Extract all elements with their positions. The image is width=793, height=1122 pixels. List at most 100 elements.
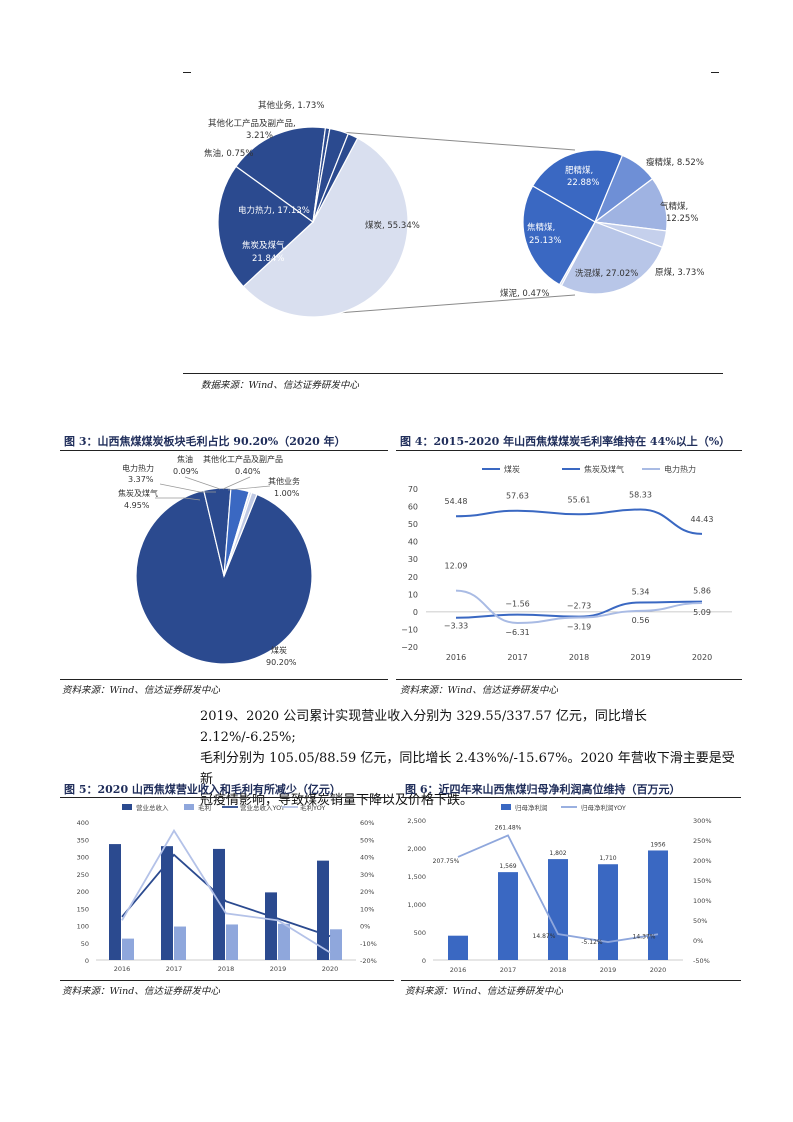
fig3-label-chem-1: 其他化工产品及副产品 (203, 454, 283, 464)
fig5-bar-0 (109, 844, 121, 960)
fig3-label-coal-2: 90.20% (266, 658, 297, 667)
fig3-source-rule (60, 679, 388, 680)
fig4-ytick: 60 (408, 503, 418, 512)
fig6-chart: 归母净利润 归母净利润YOY 2,500 2,000 1,500 1,000 500 0 30… (407, 803, 712, 974)
fig2-sub-label-coking-1: 焦精煤, (527, 222, 555, 233)
fig4-ytick: 50 (408, 520, 418, 529)
fig3-title-rule (60, 450, 388, 451)
fig6-xtick: 2020 (650, 966, 667, 974)
fig3-leader-coke (155, 497, 201, 501)
fig5-bar-1 (278, 923, 290, 960)
fig5-legend-swatch-1 (184, 804, 194, 810)
fig2-label-coke-2: 21.84% (252, 254, 284, 264)
fig6-xtick: 2017 (500, 966, 517, 974)
fig3-label-coke-1: 焦炭及煤气 (118, 488, 158, 498)
fig6-source: 资料来源：Wind、信达证券研发中心 (405, 986, 563, 997)
fig5-legend-label-0: 营业总收入 (136, 803, 169, 812)
fig2-sub-label-gas-1: 气精煤, (660, 201, 688, 212)
fig6-y2tick: 50% (693, 917, 707, 925)
fig4-ytick: 70 (408, 485, 418, 494)
fig5-source: 资料来源：Wind、信达证券研发中心 (62, 986, 220, 997)
fig4-ytick: 10 (408, 590, 418, 599)
fig2-source-rule (183, 373, 723, 374)
fig4-line-2 (455, 589, 703, 624)
fig3-label-coke-2: 4.95% (124, 501, 150, 510)
fig6-line (457, 834, 659, 943)
fig5-bar-1 (330, 929, 342, 960)
fig5-ytick: 300 (77, 854, 89, 862)
fig2-sub-slice-0 (531, 149, 624, 223)
fig3-label-tar-2: 0.09% (173, 467, 199, 476)
fig5-title: 图 5：2020 山西焦煤营业收入和毛利有所减少（亿元） (64, 783, 341, 796)
fig3-label-coal-1: 煤炭 (271, 645, 287, 655)
fig4-point-label: −3.33 (444, 622, 469, 631)
fig2-main-slice-2 (235, 126, 327, 224)
fig6-line-label: 207.75% (433, 858, 460, 865)
fig6-bar-label: 1,569 (499, 863, 516, 870)
fig4-ytick: −20 (401, 643, 418, 652)
fig2-sub-label-lean: 瘦精煤, 8.52% (646, 157, 704, 168)
fig4-source-rule (396, 679, 742, 680)
fig5-bar-0 (265, 892, 277, 960)
fig6-ytick: 1,500 (407, 873, 426, 881)
fig2-sub-label-fat-2: 22.88% (567, 178, 599, 188)
fig2-main-slice-1 (217, 165, 314, 288)
fig5-legend-label-2: 营业总收入YOY (240, 803, 285, 812)
fig5-ytick: 400 (77, 819, 89, 827)
fig5-legend-swatch-0 (122, 804, 132, 810)
fig3-slice-5 (223, 491, 258, 577)
fig6-line-label: 14.87% (533, 933, 556, 940)
fig5-y2tick: 60% (360, 819, 374, 827)
fig6-xtick: 2018 (550, 966, 567, 974)
fig6-y2tick: 0% (693, 937, 703, 945)
fig5-xtick: 2016 (114, 965, 131, 973)
fig6-bar-label: 1956 (650, 841, 665, 848)
fig6-y2tick: -50% (693, 957, 710, 965)
fig5-ytick: 350 (77, 836, 89, 844)
fig6-source-rule (401, 980, 741, 981)
fig2-sub-label-coking-2: 25.13% (529, 236, 561, 246)
fig4-line-0 (455, 508, 703, 535)
fig5-legend-label-1: 毛利 (198, 803, 211, 812)
fig4-point-label: 55.61 (568, 495, 591, 504)
fig4-xtick: 2019 (630, 653, 650, 662)
fig2-main-slice-0 (242, 137, 409, 318)
fig5-bar-0 (213, 848, 225, 960)
fig4-point-label: 5.09 (693, 608, 711, 617)
fig4-title: 图 4：2015-2020 年山西焦煤煤炭毛利率维持在 44%以上（%） (400, 435, 731, 448)
fig2-sub-label-washed: 洗混煤, 27.02% (575, 268, 638, 279)
fig6-ytick: 500 (414, 929, 426, 937)
fig4-point-label: 57.63 (506, 492, 529, 501)
fig6-bar (598, 864, 618, 960)
fig4-chart: 煤炭 焦炭及煤气 电力热力 70 60 50 40 30 20 10 0 −10 −20 2016 201… (401, 464, 732, 662)
fig6-bar (498, 872, 518, 960)
fig5-y2tick: -20% (360, 957, 377, 965)
fig4-point-label: 5.34 (632, 588, 650, 597)
fig6-legend-label-1: 归母净利润YOY (581, 803, 626, 812)
fig2-sub-label-gas-2: 12.25% (666, 214, 698, 224)
fig6-y2tick: 250% (693, 837, 712, 845)
fig5-bar-1 (226, 924, 238, 960)
fig6-bar (448, 935, 468, 960)
fig6-y2tick: 200% (693, 857, 712, 865)
fig6-bar (648, 850, 668, 960)
fig6-y2tick: 150% (693, 877, 712, 885)
fig6-title: 图 6：近四年来山西焦煤归母净利润高位维持（百万元） (405, 783, 681, 796)
fig6-legend-swatch-0 (501, 804, 511, 810)
fig3-label-other-2: 1.00% (274, 489, 300, 498)
fig2-connector-bottom (309, 294, 576, 316)
fig6-ytick: 1,000 (407, 901, 426, 909)
fig2-label-other-biz: 其他业务, 1.73% (258, 100, 324, 111)
fig4-legend-label-2: 电力热力 (664, 464, 696, 474)
fig3-label-power-1: 电力热力 (122, 463, 154, 473)
fig5-ytick: 200 (77, 888, 89, 896)
fig3-title: 图 3：山西焦煤煤炭板块毛利占比 90.20%（2020 年） (64, 435, 346, 448)
fig3-label-chem-2: 0.40% (235, 467, 261, 476)
fig5-ytick: 50 (81, 940, 89, 948)
fig2-label-chem-2: 3.21% (246, 131, 273, 141)
fig4-point-label: 58.33 (629, 490, 652, 499)
fig6-xtick: 2016 (450, 966, 467, 974)
fig4-ytick: 40 (408, 538, 418, 547)
fig4-title-rule (396, 450, 742, 451)
fig4-point-label: −1.56 (505, 600, 530, 609)
